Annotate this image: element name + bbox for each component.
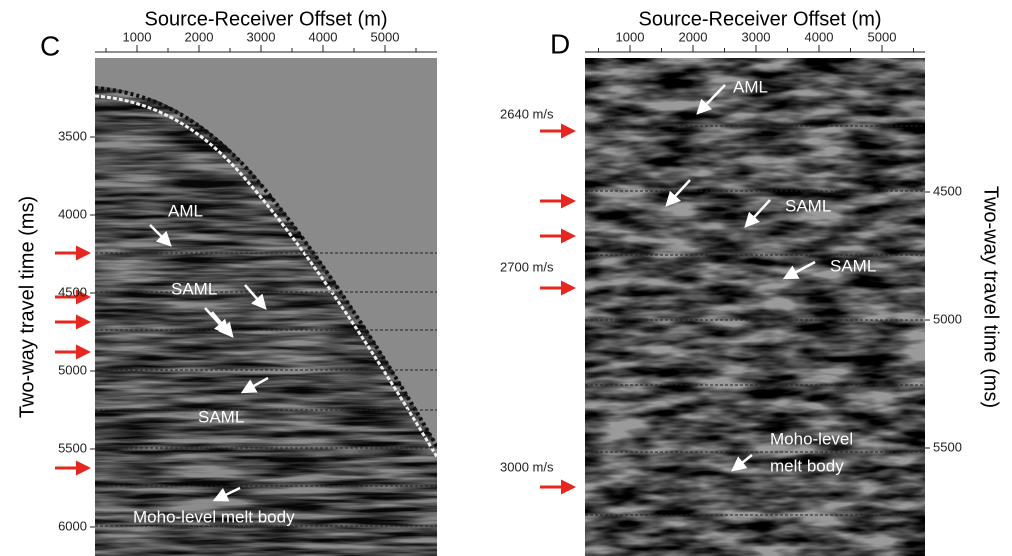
x-tick-label: 2000 (679, 29, 708, 44)
seismic-image-d (585, 58, 925, 556)
x-tick-label: 1000 (123, 29, 152, 44)
x-tick-label: 3000 (742, 29, 771, 44)
y-tick-label: 3500 (58, 128, 87, 143)
white-arrow (744, 199, 771, 228)
y-tick-label: 6000 (58, 518, 87, 533)
white-arrow (211, 311, 234, 338)
annotation: AML (733, 77, 768, 96)
y-tick-label: 4500 (58, 284, 87, 299)
y-tick-label: 5500 (58, 440, 87, 455)
annotation: melt body (770, 456, 844, 475)
x-tick-label: 4000 (309, 29, 338, 44)
velocity-label: 3000 m/s (500, 459, 554, 474)
x-tick-label: 1000 (616, 29, 645, 44)
panel-label: C (40, 30, 60, 61)
y-tick-label: 5500 (933, 439, 962, 454)
x-tick-label: 2000 (185, 29, 214, 44)
x-tick-label: 4000 (805, 29, 834, 44)
velocity-label: 2640 m/s (500, 106, 554, 121)
annotation: Moho-level (770, 429, 853, 448)
white-arrow (212, 486, 241, 502)
white-arrow (244, 284, 267, 310)
x-axis-title: Source-Receiver Offset (m) (144, 8, 387, 30)
y-tick-label: 5000 (58, 362, 87, 377)
annotation: AML (168, 201, 203, 220)
white-arrow (782, 260, 816, 280)
annotation: SAML (171, 279, 217, 298)
y-axis-title: Two-way travel time (ms) (980, 186, 1002, 408)
white-arrow (240, 376, 269, 394)
white-arrow (696, 84, 726, 115)
y-tick-label: 4000 (58, 206, 87, 221)
white-arrow (665, 179, 691, 207)
x-tick-label: 5000 (868, 29, 897, 44)
annotation: SAML (785, 196, 831, 215)
annotation: SAML (830, 256, 876, 275)
x-axis-title: Source-Receiver Offset (m) (638, 8, 881, 30)
velocity-label: 2700 m/s (500, 259, 554, 274)
white-arrow (149, 224, 172, 247)
annotation: SAML (198, 407, 244, 426)
white-arrow (731, 454, 753, 472)
x-tick-label: 5000 (371, 29, 400, 44)
x-tick-label: 3000 (247, 29, 276, 44)
y-tick-label: 4500 (933, 183, 962, 198)
decorations (55, 84, 925, 527)
seismic-image-c (95, 58, 437, 556)
annotation: Moho-level melt body (133, 507, 295, 526)
y-axis-title: Two-way travel time (ms) (16, 196, 38, 418)
y-tick-label: 5000 (933, 311, 962, 326)
panel-label: D (550, 28, 570, 59)
